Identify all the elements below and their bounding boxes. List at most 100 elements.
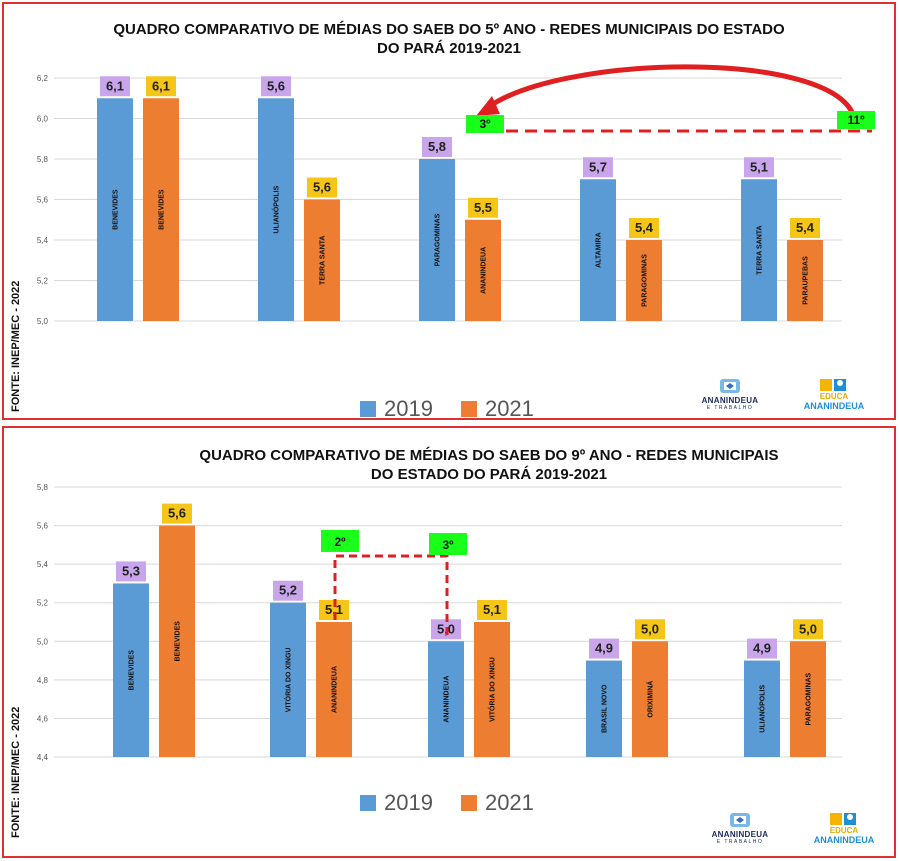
value-label: 5,4: [635, 220, 654, 235]
chart-title: QUADRO COMPARATIVO DE MÉDIAS DO SAEB DO …: [24, 446, 874, 484]
legend-label-2019: 2019: [384, 396, 433, 421]
legend-item-2019: 2019: [360, 396, 433, 422]
value-label: 5,7: [589, 159, 607, 174]
legend-label-2021: 2021: [484, 790, 534, 815]
value-label: 5,5: [474, 200, 492, 215]
y-tick-label: 5,0: [37, 637, 49, 646]
bar-name-label: ULIANÓPOLIS: [758, 685, 767, 733]
value-label-box: [307, 177, 337, 198]
legend-label-2021: 2021: [484, 396, 534, 421]
chart-title-line1: QUADRO COMPARATIVO DE MÉDIAS DO SAEB DO …: [199, 447, 779, 464]
legend: 2019 2021: [360, 790, 552, 816]
value-label-box: [477, 600, 507, 620]
bar-2021: [465, 219, 501, 321]
value-label: 5,0: [641, 621, 659, 636]
bar-2021: [787, 240, 823, 321]
y-tick-label: 4,8: [37, 676, 49, 685]
y-tick-label: 5,4: [37, 560, 49, 569]
bar-2021: [159, 525, 195, 757]
rank-badge-box: [837, 111, 875, 129]
value-label-box: [261, 76, 291, 97]
educa-ananindeua-logo: EDUCA ANANINDEUA: [804, 812, 884, 845]
bar-name-label: VITÓRIA DO XINGU: [488, 657, 497, 722]
y-tick-label: 4,6: [37, 714, 49, 723]
value-label-box: [422, 137, 452, 157]
value-label: 5,1: [483, 602, 501, 617]
bar-name-label: TERRA SANTA: [757, 225, 764, 274]
logo-sub: E TRABALHO: [716, 839, 764, 845]
bar-2019: [97, 98, 133, 321]
logo-sub: E TRABALHO: [706, 405, 754, 411]
y-tick-label: 6,2: [37, 74, 49, 83]
y-tick-label: 4,4: [37, 753, 49, 762]
value-label-box: [793, 619, 823, 640]
bar-2019: [419, 159, 455, 321]
legend-swatch-2019: [360, 401, 376, 417]
value-label: 4,9: [595, 641, 613, 656]
improvement-arrow: [485, 64, 855, 114]
bar-2019: [586, 660, 622, 757]
bar-2021: [626, 240, 662, 321]
bar-2019: [744, 660, 780, 757]
bar-name-label: ANANINDEUA: [332, 666, 339, 713]
bar-2021: [632, 641, 668, 757]
bar-name-label: PARAGOMINAS: [435, 213, 442, 266]
bar-name-label: PARAGOMINAS: [806, 672, 813, 725]
bar-name-label: ANANINDEUA: [481, 247, 488, 294]
crest-icon: [730, 813, 750, 827]
logo-top: EDUCA: [819, 392, 849, 401]
y-tick-label: 6,0: [37, 115, 49, 124]
chart-title-line2: DO PARÁ 2019-2021: [377, 40, 521, 57]
crest-icon: [720, 379, 740, 393]
bar-name-label: PARAUPEBAS: [803, 256, 810, 305]
rank-badge-box: [466, 115, 504, 133]
y-tick-label: 5,8: [37, 155, 49, 164]
value-label: 5,6: [267, 78, 285, 93]
value-label-box: [583, 157, 613, 178]
comparison-bracket: [333, 554, 449, 640]
legend-swatch-2021: [460, 795, 477, 811]
legend-item-2021: 2021: [460, 396, 534, 422]
value-label-box: [319, 600, 349, 620]
bar-name-label: BRASIL NOVO: [602, 684, 609, 733]
rank-badge-box: [429, 533, 467, 555]
y-tick-label: 5,0: [37, 317, 49, 326]
value-label-box: [744, 157, 774, 178]
bar-2021: [316, 622, 352, 757]
legend-item-2019: 2019: [360, 790, 433, 816]
bar-name-label: ALTAMIRA: [596, 232, 603, 268]
value-label: 6,1: [106, 78, 124, 93]
y-tick-label: 5,6: [37, 522, 49, 531]
bar-2019: [113, 583, 149, 757]
value-label-box: [162, 503, 192, 524]
bar-name-label: ORIXIMINÁ: [646, 681, 655, 718]
bar-2021: [304, 199, 340, 321]
value-label-box: [635, 619, 665, 640]
value-label-box: [589, 638, 619, 659]
rank-badge-3: 3º: [479, 117, 491, 131]
bar-2019: [270, 602, 306, 757]
legend: 2019 2021: [360, 396, 552, 422]
bar-2021: [790, 641, 826, 757]
logo-name: ANANINDEUA: [711, 830, 769, 839]
value-label: 5,1: [750, 159, 768, 174]
value-label-box: [146, 76, 176, 97]
arrowhead-icon: [476, 96, 500, 116]
chart-title: QUADRO COMPARATIVO DE MÉDIAS DO SAEB DO …: [24, 20, 874, 58]
bar-2019: [258, 98, 294, 321]
bar-2021: [143, 98, 179, 321]
logo-bottom: ANANINDEUA: [813, 835, 875, 845]
book-icon: [830, 813, 856, 825]
value-label: 5,1: [325, 602, 343, 617]
rank-badge-box: [321, 530, 359, 552]
y-tick-label: 5,2: [37, 599, 49, 608]
rank-badge-3: 3º: [442, 538, 454, 552]
value-label: 5,6: [168, 506, 186, 521]
legend-swatch-2021: [460, 401, 477, 417]
value-label: 6,1: [152, 78, 170, 93]
bar-name-label: BENEVIDES: [113, 189, 120, 230]
value-label-box: [100, 76, 130, 97]
educa-ananindeua-logo: EDUCA ANANINDEUA: [794, 378, 874, 411]
